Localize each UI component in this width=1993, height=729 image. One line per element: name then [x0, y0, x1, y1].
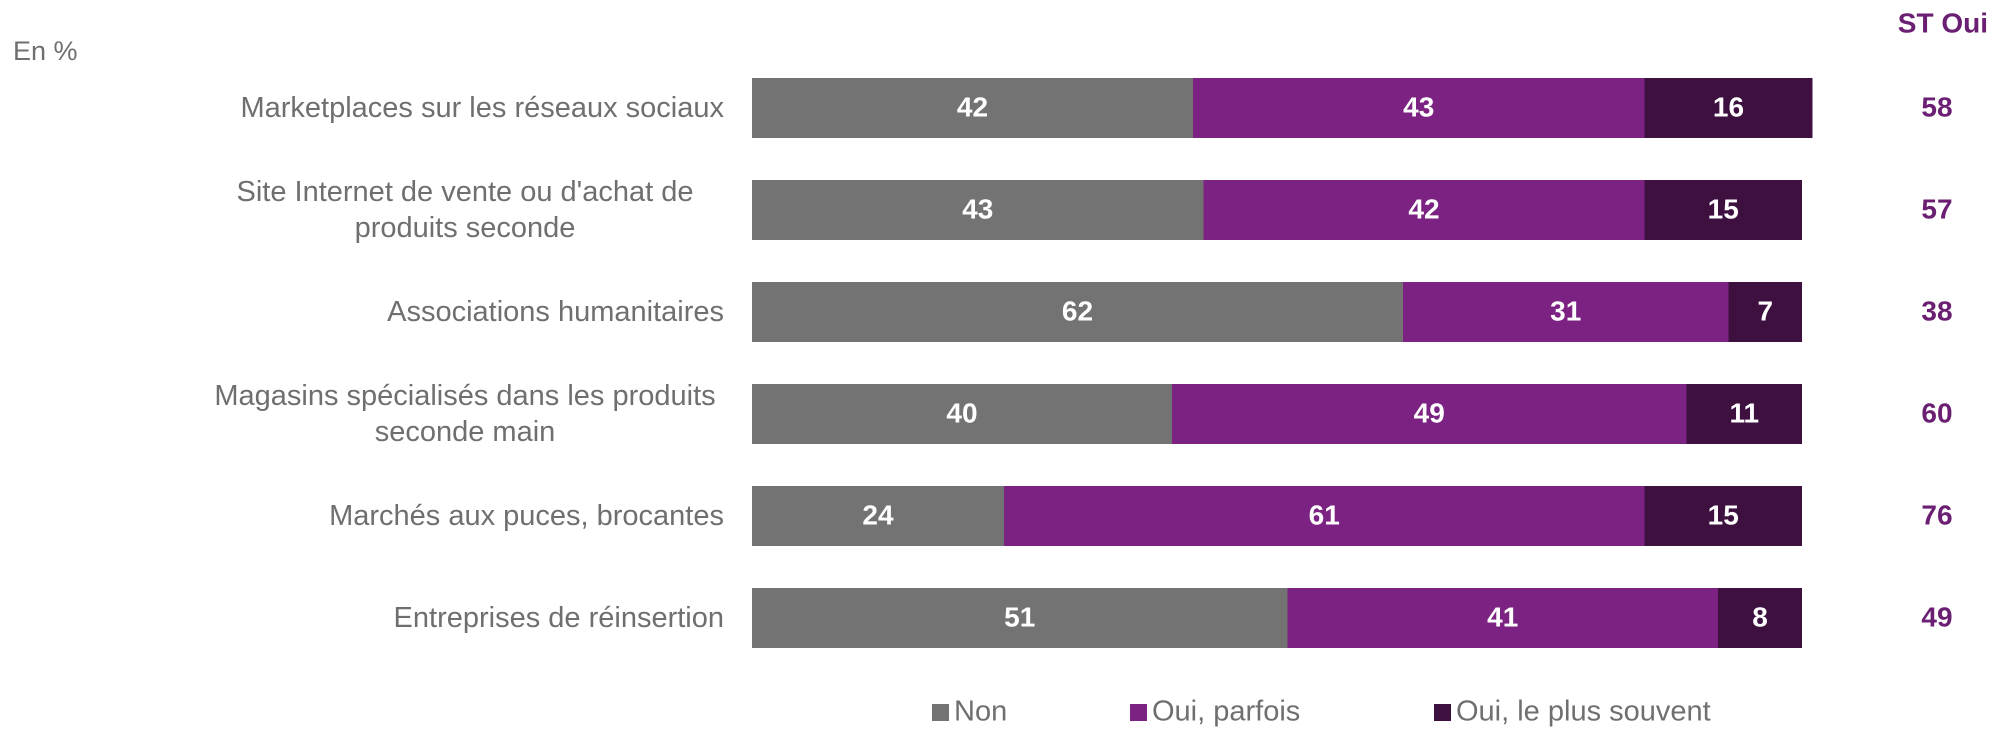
st-oui-value: 60	[1921, 397, 1952, 428]
st-oui-value: 57	[1921, 193, 1952, 224]
bar-segment	[752, 282, 1403, 342]
bar-segment	[752, 486, 1004, 546]
value-label: 41	[1487, 601, 1518, 632]
value-label: 51	[1004, 601, 1035, 632]
category-label: Magasins spécialisés dans les produits s…	[206, 378, 724, 450]
bar-segment	[1686, 384, 1802, 444]
bar-segment	[1004, 486, 1645, 546]
legend-swatch	[932, 704, 949, 721]
bar-segment	[1644, 78, 1813, 138]
category-text: Associations humanitaires	[387, 296, 724, 328]
bar-segment	[752, 180, 1204, 240]
value-label: 43	[962, 193, 993, 224]
category-label: Marketplaces sur les réseaux sociaux	[206, 90, 724, 126]
st-oui-value: 49	[1921, 601, 1952, 632]
category-label: Entreprises de réinsertion	[206, 600, 724, 636]
bar-segment	[1644, 180, 1802, 240]
bar-segment	[1193, 78, 1645, 138]
category-label: Site Internet de vente ou d'achat de pro…	[206, 174, 724, 246]
st-oui-value: 76	[1921, 499, 1952, 530]
category-text: Site Internet de vente ou d'achat de pro…	[236, 176, 694, 244]
st-oui-header: ST Oui	[1898, 7, 1988, 38]
legend-label: Oui, le plus souvent	[1456, 696, 1711, 728]
legend-swatch	[1434, 704, 1451, 721]
value-label: 42	[1408, 193, 1439, 224]
bar-segment	[1644, 486, 1802, 546]
st-oui-value: 38	[1921, 295, 1952, 326]
bar-segment	[1718, 588, 1802, 648]
value-label: 61	[1309, 499, 1340, 530]
value-label: 11	[1729, 397, 1759, 428]
category-label: Marchés aux puces, brocantes	[206, 498, 724, 534]
value-label: 42	[957, 91, 988, 122]
bar-segment	[1287, 588, 1718, 648]
value-label: 62	[1062, 295, 1093, 326]
value-label: 7	[1757, 295, 1773, 326]
value-label: 43	[1403, 91, 1434, 122]
bar-segment	[1728, 282, 1802, 342]
category-text: Marchés aux puces, brocantes	[329, 500, 724, 532]
st-oui-value: 58	[1921, 91, 1952, 122]
value-label: 49	[1414, 397, 1445, 428]
value-label: 31	[1550, 295, 1581, 326]
value-label: 24	[862, 499, 894, 530]
value-label: 16	[1713, 91, 1744, 122]
bar-segment	[752, 384, 1172, 444]
value-label: 40	[946, 397, 977, 428]
unit-note: En %	[13, 36, 78, 66]
legend-label: Non	[954, 696, 1007, 728]
bar-segment	[1172, 384, 1687, 444]
category-text: Marketplaces sur les réseaux sociaux	[240, 92, 724, 124]
bar-segment	[1403, 282, 1729, 342]
value-label: 15	[1708, 193, 1739, 224]
legend-label: Oui, parfois	[1152, 696, 1300, 728]
category-text: Magasins spécialisés dans les produits s…	[214, 380, 716, 448]
bar-segment	[752, 588, 1288, 648]
legend-swatch	[1130, 704, 1147, 721]
bar-segment	[1203, 180, 1645, 240]
value-label: 8	[1752, 601, 1768, 632]
value-label: 15	[1708, 499, 1739, 530]
bar-segment	[752, 78, 1193, 138]
category-text: Entreprises de réinsertion	[393, 602, 724, 634]
category-label: Associations humanitaires	[206, 294, 724, 330]
